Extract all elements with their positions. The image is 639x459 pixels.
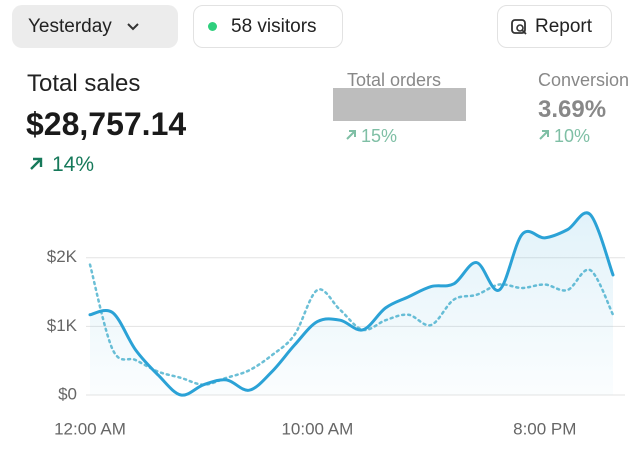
sales-line [88,211,615,397]
report-button[interactable]: Report [497,5,612,48]
visitors-label: 58 visitors [231,15,317,37]
metric-value: $28,757.14 [26,106,187,142]
report-label: Report [535,15,593,37]
metric-label: Total orders [347,70,442,90]
metric-change: 14% [52,153,95,176]
report-icon [511,18,527,35]
live-dot [208,22,217,31]
chart: $0 $1K $2K 12:00 AM 10:00 AM 8:00 PM [47,211,625,438]
y-tick-label: $2K [47,247,78,266]
x-tick-label: 10:00 AM [281,419,353,438]
period-selector[interactable]: Yesterday [12,5,178,48]
metric-label: Conversion [538,70,630,90]
metric-value: 3.69% [538,96,607,123]
metric-label: Total sales [27,70,141,97]
up-arrow [30,157,43,170]
period-label: Yesterday [28,15,112,37]
visitors-button[interactable]: 58 visitors [193,5,343,48]
chevron-icon [127,22,139,30]
y-tick-label: $1K [47,316,78,335]
area-fill [90,212,613,396]
x-tick-label: 12:00 AM [54,419,126,438]
redaction-box [333,88,466,121]
metric-change: 10% [554,126,591,146]
y-tick-label: $0 [58,384,77,403]
x-tick-label: 8:00 PM [513,419,576,438]
up-arrow [539,130,549,140]
up-arrow [346,130,356,140]
metric-change: 15% [361,126,398,146]
